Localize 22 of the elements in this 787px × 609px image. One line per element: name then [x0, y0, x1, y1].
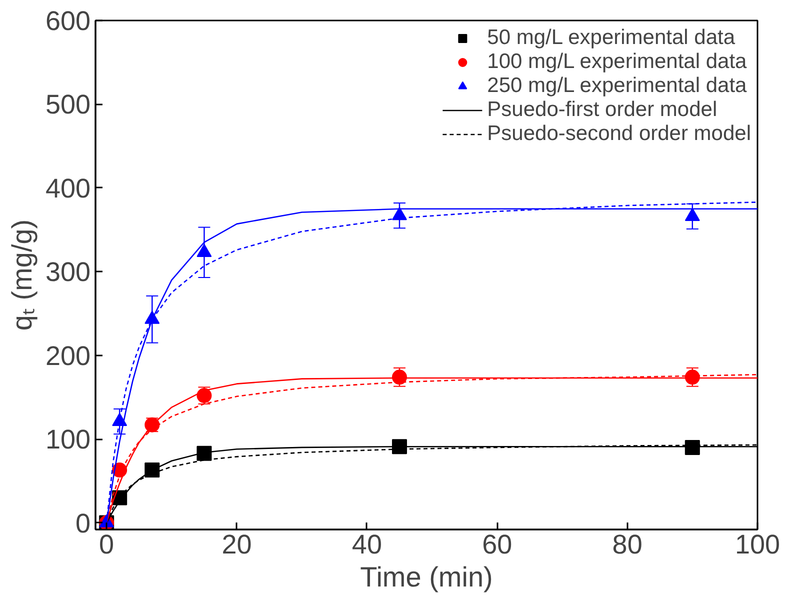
legend-label: Psuedo-first order model — [487, 98, 718, 122]
y-tick-label: 400 — [45, 173, 91, 204]
y-tick-label: 500 — [45, 90, 91, 120]
legend-label: 50 mg/L experimental data — [487, 26, 736, 50]
x-tick-label: 0 — [99, 530, 114, 560]
y-tick-label: 200 — [45, 340, 91, 371]
legend-label: 100 mg/L experimental data — [487, 50, 747, 74]
point — [684, 208, 700, 221]
x-tick-label: 80 — [612, 530, 642, 560]
y-tick-label: 300 — [45, 257, 91, 288]
y-tick-label: 100 — [45, 424, 91, 455]
point — [196, 244, 212, 257]
legend-label: 250 mg/L experimental data — [487, 74, 747, 98]
x-tick-label: 100 — [734, 530, 780, 560]
y-tick-label: 0 — [75, 508, 91, 538]
x-axis-title: Time (min) — [360, 562, 493, 592]
legend-label: Psuedo-second order model — [487, 122, 751, 146]
y-tick-label: 600 — [45, 6, 91, 36]
x-tick-label: 40 — [352, 530, 382, 560]
y-axis-title: qₜ (mg/g) — [6, 219, 38, 331]
x-tick-label: 60 — [482, 530, 512, 560]
x-tick-label: 20 — [222, 530, 252, 560]
